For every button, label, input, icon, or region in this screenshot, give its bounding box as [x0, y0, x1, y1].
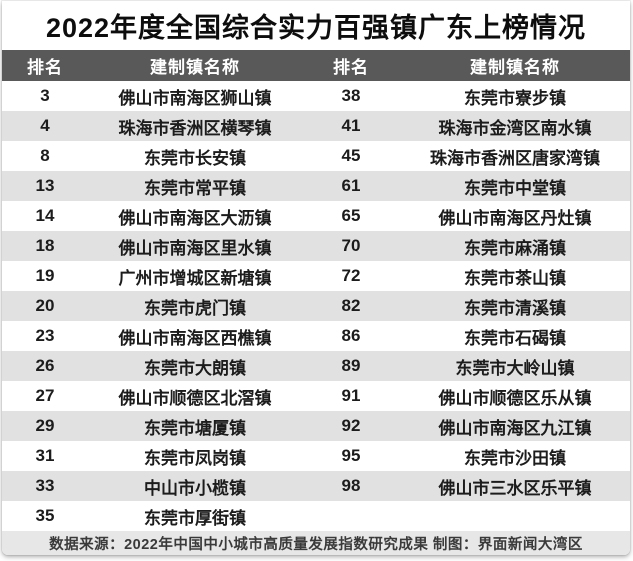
- town-name-cell: 佛山市南海区丹灶镇: [438, 208, 592, 228]
- rank-cell: 45: [341, 146, 361, 165]
- rank-cell: 8: [40, 146, 50, 165]
- rank-cell: 92: [341, 416, 361, 435]
- town-name-cell: 珠海市香洲区横琴镇: [118, 118, 272, 138]
- rank-cell: 95: [341, 446, 361, 465]
- town-name-cell: 东莞市厚街镇: [144, 508, 246, 528]
- rank-cell: 41: [341, 116, 361, 135]
- rank-cell: 70: [341, 236, 361, 255]
- table-row: 13 东莞市常平镇 61 东莞市中堂镇: [2, 171, 630, 201]
- table-row: 3 佛山市南海区狮山镇 38 东莞市寮步镇: [2, 81, 630, 111]
- rank-cell: 23: [35, 326, 55, 345]
- town-name-cell: 佛山市南海区大沥镇: [118, 208, 272, 228]
- rank-cell: 14: [35, 206, 55, 225]
- rank-cell: 98: [341, 476, 361, 495]
- rank-cell: 29: [35, 416, 55, 435]
- town-name-cell: 东莞市沙田镇: [464, 448, 566, 468]
- rank-cell: 27: [35, 386, 55, 405]
- town-name-cell: 东莞市中堂镇: [464, 178, 566, 198]
- town-name-cell: 佛山市南海区里水镇: [118, 238, 272, 258]
- rank-cell: 72: [341, 266, 361, 285]
- town-name-cell: 东莞市茶山镇: [464, 268, 566, 288]
- table-row: 18 佛山市南海区里水镇 70 东莞市麻涌镇: [2, 231, 630, 261]
- town-name-cell: 东莞市塘厦镇: [144, 418, 246, 438]
- town-name-cell: 东莞市大朗镇: [144, 358, 246, 378]
- town-name-cell: 广州市增城区新塘镇: [118, 268, 272, 288]
- town-name-cell: 东莞市凤岗镇: [144, 448, 246, 468]
- town-name-cell: 东莞市常平镇: [144, 178, 246, 198]
- town-name-cell: 珠海市香洲区唐家湾镇: [430, 148, 600, 168]
- rank-cell: 35: [35, 506, 55, 525]
- header-town-right: 建制镇名称: [470, 58, 560, 77]
- rank-cell: 33: [35, 476, 55, 495]
- table-row: 27 佛山市顺德区北滘镇 91 佛山市顺德区乐从镇: [2, 381, 630, 411]
- town-name-cell: 珠海市金湾区南水镇: [438, 118, 592, 138]
- town-name-cell: 东莞市虎门镇: [144, 298, 246, 318]
- table-row: 26 东莞市大朗镇 89 东莞市大岭山镇: [2, 351, 630, 381]
- header-rank-left: 排名: [27, 58, 63, 77]
- table-row: 19 广州市增城区新塘镇 72 东莞市茶山镇: [2, 261, 630, 291]
- table-row: 35 东莞市厚街镇: [2, 501, 630, 531]
- rank-cell: 20: [35, 296, 55, 315]
- page-title: 2022年度全国综合实力百强镇广东上榜情况: [45, 13, 587, 43]
- footer-source-credit: 数据来源：2022年中国中小城市高质量发展指数研究成果 制图：界面新闻大湾区: [2, 531, 630, 555]
- town-name-cell: 佛山市南海区西樵镇: [118, 328, 272, 348]
- town-name-cell: 佛山市顺德区乐从镇: [438, 388, 592, 408]
- header-rank-right: 排名: [333, 58, 369, 77]
- infographic-card: 2022年度全国综合实力百强镇广东上榜情况 排名 建制镇名称 排名 建制镇名称 …: [2, 1, 630, 555]
- table-body: 3 佛山市南海区狮山镇 38 东莞市寮步镇 4 珠海市香洲区横琴镇 41 珠海市金湾区南水镇 8…: [2, 81, 630, 531]
- town-name-cell: 佛山市南海区九江镇: [438, 418, 592, 438]
- table-row: 8 东莞市长安镇 45 珠海市香洲区唐家湾镇: [2, 141, 630, 171]
- table-row: 14 佛山市南海区大沥镇 65 佛山市南海区丹灶镇: [2, 201, 630, 231]
- rank-cell: 31: [35, 446, 55, 465]
- rank-cell: 13: [35, 176, 55, 195]
- rank-cell: 18: [35, 236, 55, 255]
- rank-cell: [302, 501, 400, 531]
- town-name-cell: 东莞市石碣镇: [464, 328, 566, 348]
- town-name-cell: 东莞市寮步镇: [464, 88, 566, 108]
- rank-cell: 38: [341, 86, 361, 105]
- rank-cell: 19: [35, 266, 55, 285]
- town-name-cell: 佛山市顺德区北滘镇: [118, 388, 272, 408]
- rank-cell: 4: [40, 116, 50, 135]
- rank-cell: 26: [35, 356, 55, 375]
- rank-cell: 3: [40, 86, 50, 105]
- table-row: 23 佛山市南海区西樵镇 86 东莞市石碣镇: [2, 321, 630, 351]
- table-row: 29 东莞市塘厦镇 92 佛山市南海区九江镇: [2, 411, 630, 441]
- table-row: 33 中山市小榄镇 98 佛山市三水区乐平镇: [2, 471, 630, 501]
- rank-cell: 91: [341, 386, 361, 405]
- table-row: 4 珠海市香洲区横琴镇 41 珠海市金湾区南水镇: [2, 111, 630, 141]
- town-name-cell: 佛山市南海区狮山镇: [118, 88, 272, 108]
- rank-cell: 89: [341, 356, 361, 375]
- table-header-row: 排名 建制镇名称 排名 建制镇名称: [2, 50, 630, 81]
- table-row: 20 东莞市虎门镇 82 东莞市清溪镇: [2, 291, 630, 321]
- town-name-cell: 中山市小榄镇: [144, 478, 246, 498]
- town-name-cell: [400, 501, 630, 531]
- rank-cell: 82: [341, 296, 361, 315]
- rank-cell: 65: [341, 206, 361, 225]
- table-row: 31 东莞市凤岗镇 95 东莞市沙田镇: [2, 441, 630, 471]
- town-name-cell: 佛山市三水区乐平镇: [438, 478, 592, 498]
- town-name-cell: 东莞市大岭山镇: [455, 358, 575, 378]
- town-name-cell: 东莞市长安镇: [144, 148, 246, 168]
- town-name-cell: 东莞市麻涌镇: [464, 238, 566, 258]
- rank-cell: 61: [341, 176, 361, 195]
- town-name-cell: 东莞市清溪镇: [464, 298, 566, 318]
- header-town-left: 建制镇名称: [150, 58, 240, 77]
- rank-cell: 86: [341, 326, 361, 345]
